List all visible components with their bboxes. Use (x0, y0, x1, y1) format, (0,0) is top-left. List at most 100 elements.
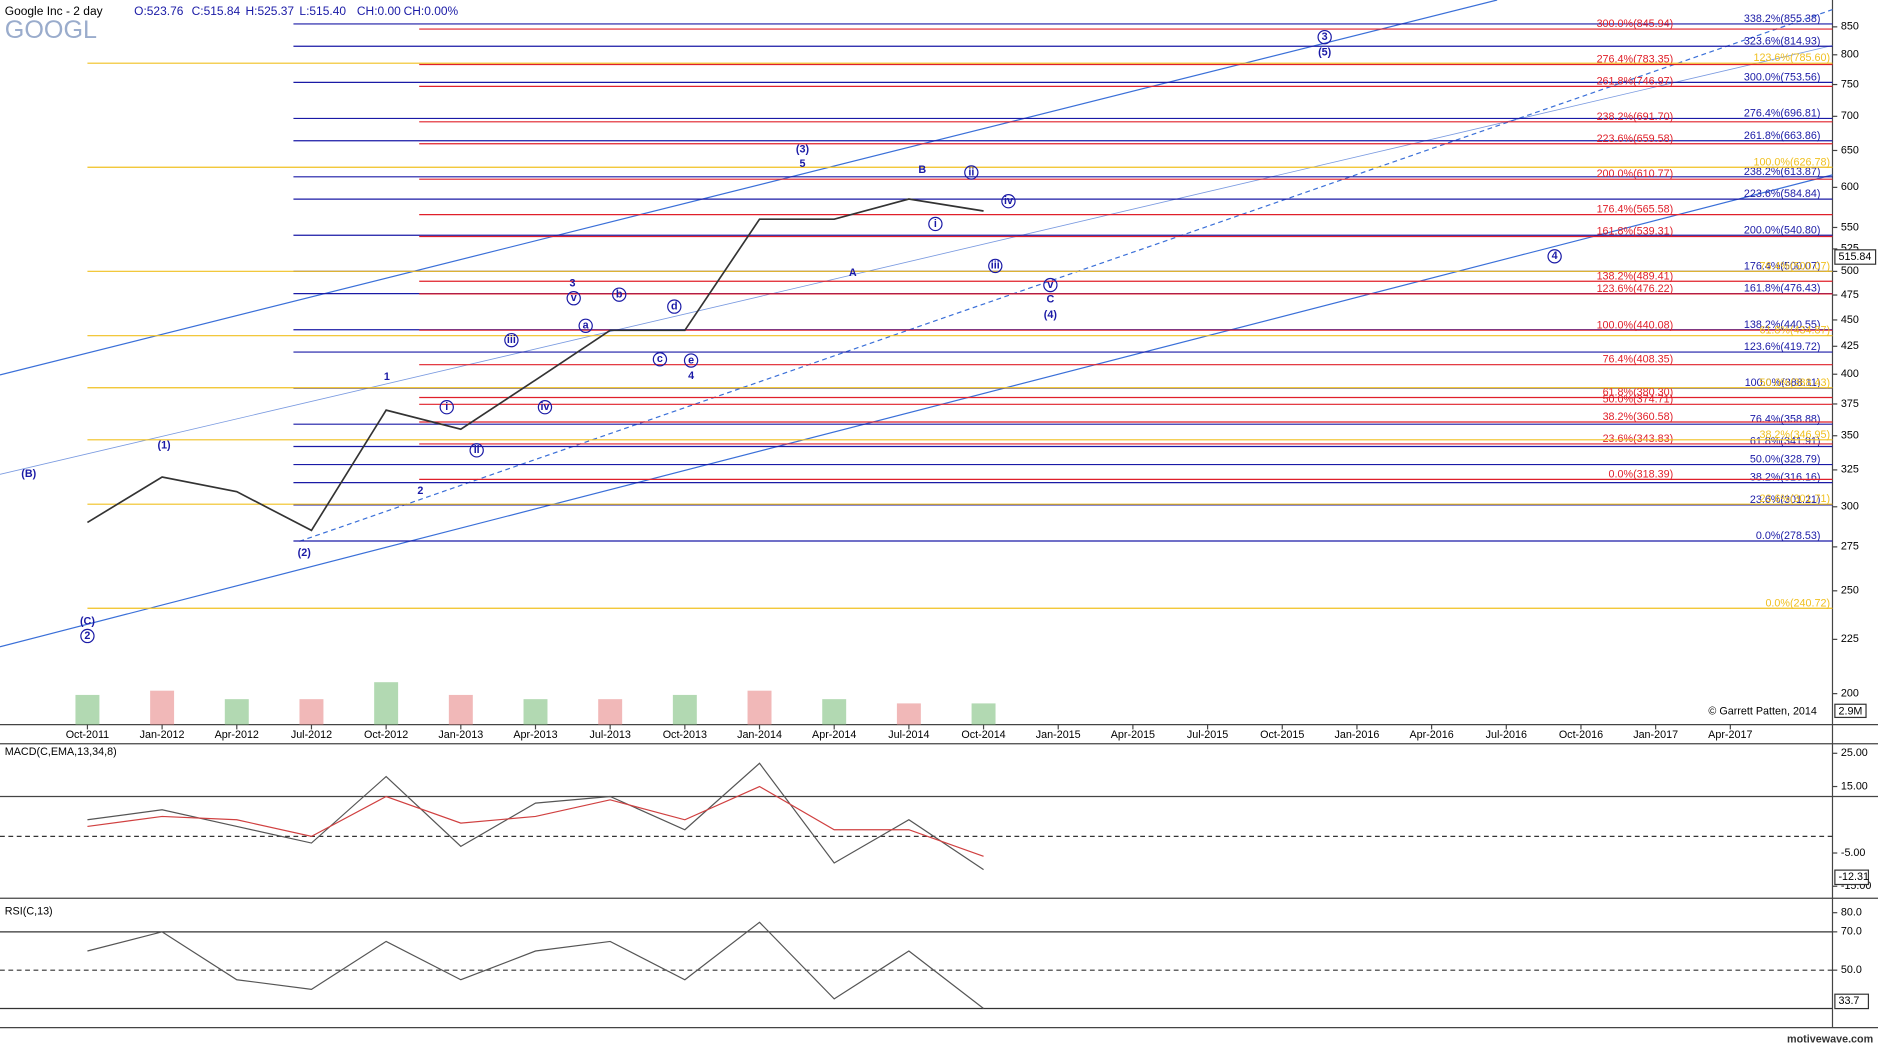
fib-label: 0.0%(240.72) (1765, 597, 1830, 609)
wave-label: (3) (796, 144, 810, 156)
x-tick-label: Oct-2013 (663, 729, 707, 741)
volume-bar (896, 703, 921, 725)
last-value: 33.7 (1838, 995, 1859, 1007)
fib-label: 200.0%(610.77) (1597, 168, 1674, 180)
fib-label: 50.0%(388.43) (1759, 377, 1830, 389)
wave-circle (504, 332, 519, 348)
x-tick-label: Jan-2014 (737, 729, 782, 741)
y-tick-label: 200 (1841, 687, 1859, 699)
y-tick-label: 350 (1841, 430, 1859, 442)
volume-bar (150, 690, 175, 725)
fib-label: 276.4%(696.81) (1744, 107, 1821, 119)
last-price: 515.84 (1838, 251, 1871, 263)
wave-label: 3 (570, 278, 576, 290)
wave-label: (5) (1318, 47, 1332, 59)
y-tick-label: 400 (1841, 368, 1859, 380)
symbol: GOOGL (5, 16, 97, 44)
close: C:515.84 (192, 4, 241, 18)
x-tick-label: Oct-2011 (66, 729, 109, 741)
wave-circle (578, 318, 593, 333)
trend-line (0, 174, 1833, 648)
change: CH:0.00 (357, 4, 401, 18)
wave-label: c (657, 353, 663, 365)
chart-title: Google Inc - 2 day (5, 4, 103, 18)
fib-label: 50.0%(374.71) (1603, 393, 1674, 405)
wave-circle (80, 628, 95, 644)
fib-label: 0.0%(278.53) (1756, 530, 1821, 542)
y-tick-label: 300 (1841, 501, 1859, 513)
fib-label: 138.2%(489.41) (1597, 270, 1674, 282)
volume-bar (598, 699, 623, 725)
x-tick-label: Jan-2013 (438, 729, 483, 741)
wave-circle (1001, 194, 1016, 209)
fib-label: 23.6%(343.83) (1603, 433, 1674, 445)
wave-label: i (445, 401, 448, 413)
wave-label: d (671, 300, 678, 312)
x-tick-label: Oct-2012 (364, 729, 408, 741)
y-tick-label: 475 (1841, 289, 1859, 301)
fib-label: 38.2%(316.16) (1750, 472, 1821, 484)
x-tick-label: Apr-2014 (812, 729, 856, 741)
fib-label: 76.4%(500.07) (1759, 260, 1830, 272)
wave-circle (988, 258, 1003, 274)
x-tick-label: Jul-2013 (590, 729, 631, 741)
y-tick-label: 750 (1841, 78, 1859, 90)
wave-label: i (934, 218, 937, 230)
fib-label: 300.0%(845.94) (1597, 18, 1674, 30)
fib-label: 223.6%(584.84) (1744, 188, 1821, 200)
x-tick-label: Jan-2017 (1633, 729, 1678, 741)
fib-label: 23.6%(301.71) (1759, 493, 1830, 505)
wave-circle (683, 353, 699, 368)
low: L:515.40 (299, 4, 346, 18)
volume-bar (75, 694, 100, 725)
fib-label: 100.0%(626.78) (1753, 156, 1830, 168)
fib-label: 276.4%(783.35) (1597, 54, 1674, 66)
wave-label: b (616, 288, 623, 300)
wave-label: 5 (799, 158, 805, 170)
wave-label: (1) (157, 439, 171, 451)
y-tick-label: 650 (1841, 144, 1859, 156)
wave-circle (652, 352, 668, 367)
y-tick-label: 15.00 (1841, 780, 1868, 792)
footer: motivewave.com (1787, 1033, 1873, 1045)
y-tick-label: 450 (1841, 314, 1859, 326)
fib-label: 100.0%(388.11) (1745, 377, 1821, 389)
y-tick-label: 700 (1841, 110, 1859, 122)
wave-circle (469, 443, 484, 458)
x-tick-label: Oct-2016 (1559, 729, 1603, 741)
wave-label: (B) (21, 468, 36, 480)
fib-label: 23.6%(301.21) (1750, 494, 1821, 506)
fib-label: 61.8%(380.30) (1603, 387, 1674, 399)
x-tick-label: Jan-2012 (140, 729, 185, 741)
wave-label: A (849, 267, 857, 279)
wave-label: 2 (84, 630, 90, 642)
wave-label: (2) (298, 547, 312, 559)
wave-label: iv (540, 401, 549, 413)
volume-bar (822, 699, 847, 725)
fib-label: 161.8%(539.31) (1597, 226, 1674, 238)
fib-label: 100.0%(440.08) (1597, 319, 1674, 331)
wave-circle (1043, 277, 1058, 293)
wave-label: C (1046, 293, 1054, 305)
fib-label: 161.8%(476.43) (1744, 283, 1821, 295)
value-tag (1834, 869, 1870, 886)
price-tag (1834, 249, 1877, 265)
x-tick-label: Jul-2014 (888, 729, 929, 741)
price-line (86, 198, 984, 532)
price-line (87, 921, 984, 1009)
y-tick-label: 70.0 (1841, 926, 1862, 938)
x-tick-label: Jan-2015 (1036, 729, 1081, 741)
last-value: -12.31 (1838, 871, 1869, 883)
x-tick-label: Apr-2017 (1708, 729, 1752, 741)
wave-circle (537, 400, 553, 415)
wave-label: e (688, 354, 694, 366)
y-tick-label: 275 (1841, 541, 1859, 553)
price-line (87, 785, 984, 857)
volume-bar (672, 694, 697, 725)
wave-label: 4 (1552, 250, 1558, 262)
x-tick-label: Apr-2015 (1111, 729, 1155, 741)
volume-bar (448, 694, 473, 725)
wave-label: v (1047, 279, 1053, 291)
